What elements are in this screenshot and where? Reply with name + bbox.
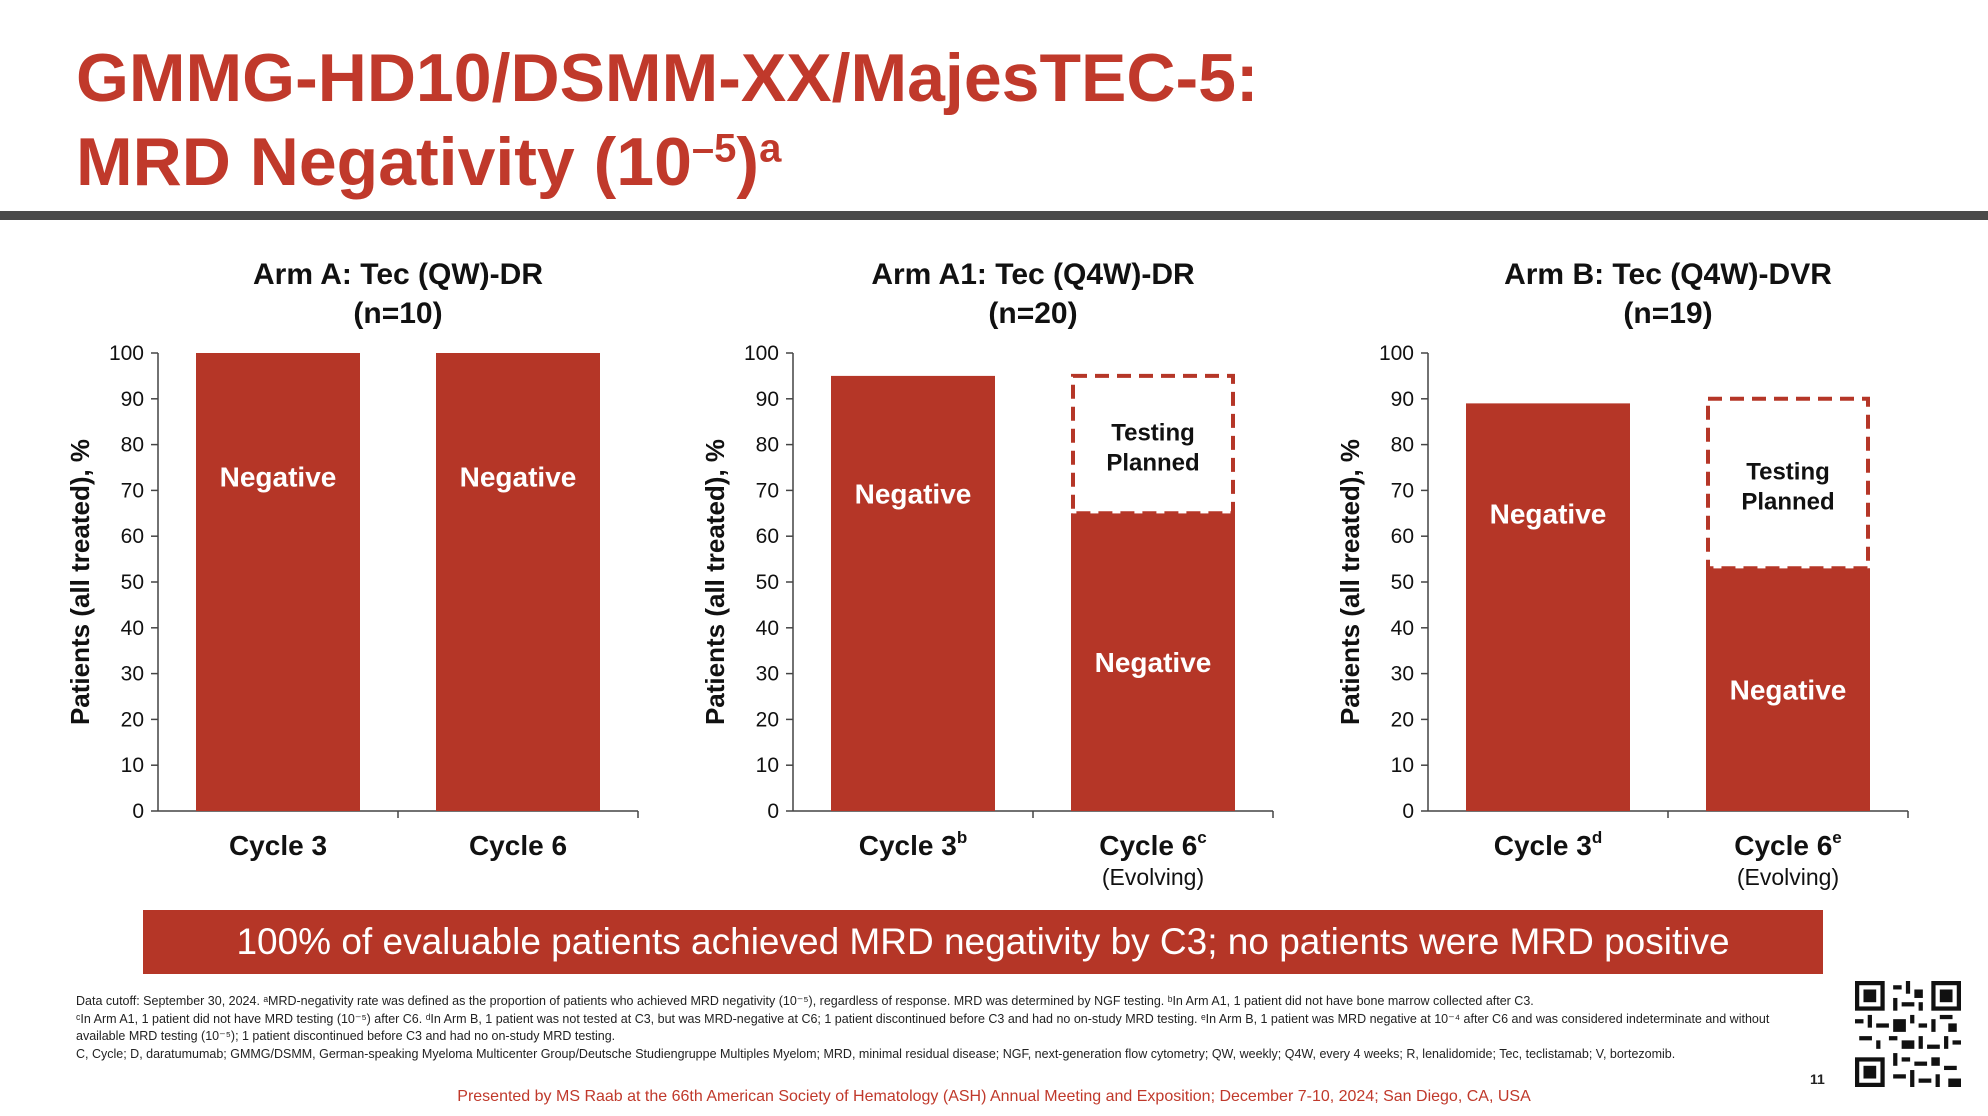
chart-3-ytick-label: 30 [1391,663,1414,686]
chart-2-ytick-label: 20 [756,708,779,731]
qr-code-icon[interactable] [1855,981,1961,1087]
chart-3-ytick-label: 70 [1391,479,1414,502]
chart-3-ytick-label: 20 [1391,708,1414,731]
chart-2-ytick-label: 100 [744,342,779,365]
footnote-line-1: Data cutoff: September 30, 2024. ᵃMRD-ne… [76,994,1534,1008]
chart-1-ytick-label: 90 [121,388,144,411]
chart-1-ytick-label: 100 [109,342,144,365]
chart-3-category-label: Cycle 6e [1734,828,1842,861]
chart-1-ytick-label: 10 [121,754,144,777]
title-line-2-text: MRD Negativity (10 [76,124,692,200]
chart-3-subtitle: (n=19) [1623,297,1712,330]
chart-3-ytick-label: 10 [1391,754,1414,777]
title-line-2: MRD Negativity (10–5)a [76,120,1259,204]
page-title: GMMG-HD10/DSMM-XX/MajesTEC-5: MRD Negati… [76,36,1259,204]
chart-2-ylabel: Patients (all treated), % [700,439,730,725]
chart-2-ytick-label: 40 [756,617,779,640]
chart-2-category-label: Cycle 6c [1099,828,1207,861]
chart-3-ytick-label: 40 [1391,617,1414,640]
chart-1-label-negative: Negative [460,462,577,493]
chart-3-ytick-label: 90 [1391,388,1414,411]
title-exponent: –5 [691,126,737,171]
chart-3-bar-testing-planned [1706,396,1870,571]
chart-3-ytick-label: 80 [1391,434,1414,457]
chart-1-title: Arm A: Tec (QW)-DR [253,258,543,291]
chart-2-bar-negative [1071,513,1235,811]
chart-2-label-testing-planned: Testing Planned [1106,420,1199,477]
chart-3-bar-negative [1466,403,1630,811]
chart-2-ytick-label: 60 [756,525,779,548]
chart-2-ytick-label: 0 [767,800,779,823]
chart-1-category-label: Cycle 6 [469,830,567,861]
page-number: 11 [1810,1071,1825,1087]
chart-3-label-negative: Negative [1490,498,1607,529]
chart-2-bar-negative [831,375,995,811]
chart-3-bar-negative [1706,568,1870,811]
chart-1-bar-negative [436,353,600,811]
conclusion-banner: 100% of evaluable patients achieved MRD … [143,910,1823,974]
chart-2-category-label: Cycle 3b [859,828,967,861]
chart-1-ytick-label: 60 [121,525,144,548]
chart-1-ytick-label: 50 [121,571,144,594]
chart-2-title: Arm A1: Tec (Q4W)-DR [871,258,1195,291]
chart-1-ylabel: Patients (all treated), % [65,439,95,725]
footnotes: Data cutoff: September 30, 2024. ᵃMRD-ne… [76,993,1816,1063]
chart-1-ytick-label: 30 [121,663,144,686]
chart-3-label-negative: Negative [1730,675,1847,706]
chart-3-category-note: (Evolving) [1737,864,1839,890]
chart-2-label-negative: Negative [1095,647,1212,678]
title-footnote-mark: a [759,126,782,171]
header-divider [0,211,1988,220]
chart-3-category-label: Cycle 3d [1494,828,1602,861]
chart-1-label-negative: Negative [220,462,337,493]
chart-2-category-note: (Evolving) [1102,864,1204,890]
footnote-line-2: ᶜIn Arm A1, 1 patient did not have MRD t… [76,1011,1770,1044]
chart-2-bar-testing-planned [1071,373,1235,516]
footnote-line-3: C, Cycle; D, daratumumab; GMMG/DSMM, Ger… [76,1046,1676,1061]
chart-2-ytick-label: 10 [756,754,779,777]
chart-2-ytick-label: 50 [756,571,779,594]
presented-by: Presented by MS Raab at the 66th America… [457,1088,1531,1105]
chart-2-ytick-label: 30 [756,663,779,686]
chart-1-ytick-label: 80 [121,434,144,457]
chart-3-ylabel: Patients (all treated), % [1335,439,1365,725]
chart-1-subtitle: (n=10) [353,297,442,330]
chart-1-ytick-label: 0 [132,800,144,823]
chart-1-ytick-label: 40 [121,617,144,640]
chart-1-ytick-label: 20 [121,708,144,731]
chart-3-ytick-label: 0 [1402,800,1414,823]
chart-3-label-testing-planned: Testing Planned [1741,459,1834,516]
title-close-paren: ) [736,124,760,200]
chart-3-ytick-label: 50 [1391,571,1414,594]
chart-2-ytick-label: 90 [756,388,779,411]
chart-2-ytick-label: 80 [756,434,779,457]
chart-3-ytick-label: 100 [1379,342,1414,365]
chart-1-ytick-label: 70 [121,479,144,502]
title-line-1: GMMG-HD10/DSMM-XX/MajesTEC-5: [76,40,1259,116]
charts-area: Arm A: Tec (QW)-DR (n=10) Patients (all tr… [65,258,1909,890]
chart-1-bar-negative [196,353,360,811]
chart-2-label-negative: Negative [855,478,972,509]
chart-1-category-label: Cycle 3 [229,830,327,861]
chart-3-title: Arm B: Tec (Q4W)-DVR [1504,258,1832,291]
chart-2-subtitle: (n=20) [988,297,1077,330]
chart-2-ytick-label: 70 [756,479,779,502]
chart-3-ytick-label: 60 [1391,525,1414,548]
